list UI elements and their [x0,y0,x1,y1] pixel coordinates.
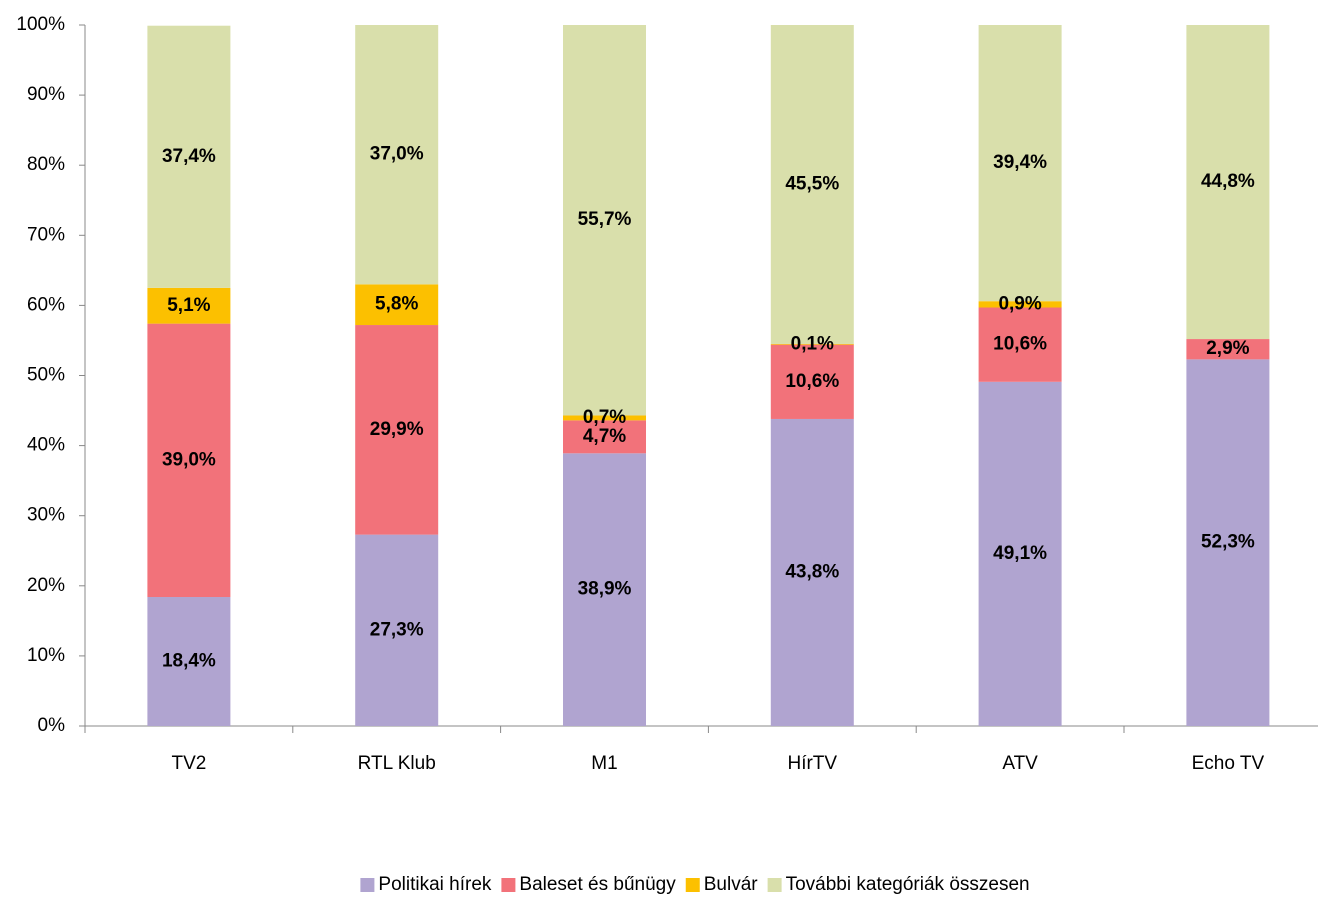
y-tick-label: 90% [27,84,65,105]
bar-segment [147,323,231,598]
data-label: 43,8% [785,561,839,582]
y-tick-label: 10% [27,645,65,666]
data-label: 55,7% [578,209,632,230]
bar-segment [978,301,1062,308]
bar-segment [563,420,646,454]
bar-segment [1186,339,1270,360]
legend-label: Baleset és bűnügy [519,874,676,895]
x-tick-label: HírTV [787,753,837,774]
y-tick-label: 60% [27,294,65,315]
data-label: 44,8% [1201,171,1255,192]
bar-segment [563,453,646,726]
x-tick-label: M1 [591,753,617,774]
legend: Politikai hírek Baleset és bűnügy Bulvár To… [360,874,1030,895]
data-label: 37,0% [370,144,424,165]
y-tick-label: 20% [27,575,65,596]
data-label: 39,0% [162,449,216,470]
data-label: 37,4% [162,146,216,167]
legend-label: Politikai hírek [378,874,491,895]
x-tick-label: Echo TV [1192,753,1265,774]
bar-segment [147,25,231,288]
bar-segment [355,284,439,326]
bar-segment [355,325,439,535]
data-label: 39,4% [993,152,1047,173]
bar-segment [770,343,854,345]
bar-segment [563,415,646,421]
y-tick-label: 30% [27,505,65,526]
legend-label: Bulvár [704,874,759,895]
data-label: 0,1% [791,333,834,354]
data-label: 5,1% [167,295,210,316]
bar-segment [770,418,854,726]
bar-segment [1186,359,1270,726]
bar-segment [355,25,439,285]
bar-segment [147,287,231,324]
data-label: 52,3% [1201,532,1255,553]
data-label: 10,6% [785,371,839,392]
data-label: 2,9% [1206,338,1249,359]
data-label: 5,8% [375,294,418,315]
legend-swatch [685,878,700,892]
bar-segment [355,534,439,726]
bar-segment [563,25,646,416]
data-label: 0,9% [998,293,1041,314]
legend-swatch [767,878,782,892]
data-label: 18,4% [162,651,216,672]
bar-segment [770,25,854,344]
legend-swatch [501,878,516,892]
y-tick-label: 50% [27,365,65,386]
data-label: 4,7% [583,426,626,447]
data-label: 27,3% [370,619,424,640]
bar-segment [978,381,1062,726]
data-label: 49,1% [993,543,1047,564]
y-tick-label: 100% [16,14,65,35]
data-label: 10,6% [993,334,1047,355]
bar-segment [147,597,231,726]
bar-segment [770,344,854,419]
y-tick-label: 40% [27,435,65,456]
data-label: 45,5% [785,173,839,194]
legend-swatch [360,878,375,892]
bar-segment [1186,25,1270,340]
data-label: 29,9% [370,419,424,440]
x-tick-label: TV2 [171,753,206,774]
data-label: 38,9% [578,579,632,600]
y-tick-label: 0% [38,715,66,736]
bar-segment [978,307,1062,382]
x-tick-label: ATV [1002,753,1038,774]
data-label: 0,7% [583,407,626,428]
x-tick-label: RTL Klub [358,753,436,774]
legend-label: További kategóriák összesen [786,874,1030,895]
bar-segment [978,25,1062,302]
y-tick-label: 70% [27,224,65,245]
y-tick-label: 80% [27,154,65,175]
